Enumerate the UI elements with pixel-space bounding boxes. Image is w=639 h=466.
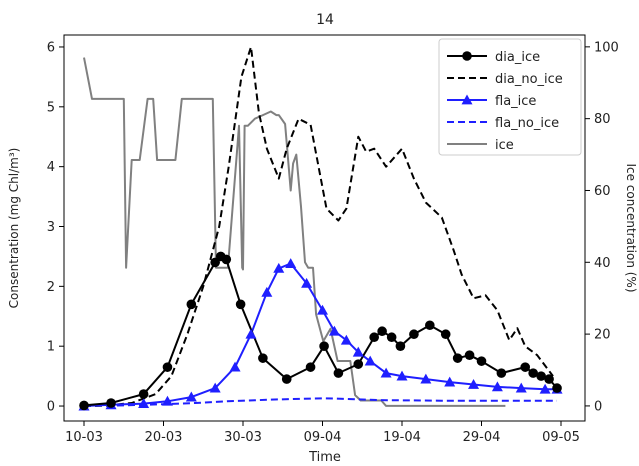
data-point-fla-ice: [285, 258, 297, 269]
x-tick-label: 09-04: [304, 430, 342, 445]
data-point-dia-ice: [409, 329, 419, 340]
data-point-fla-ice: [364, 355, 376, 366]
y-tick-label: 2: [47, 280, 55, 295]
data-point-fla-ice: [138, 398, 150, 409]
data-point-dia-ice: [425, 320, 435, 331]
x-tick-label: 29-04: [463, 430, 501, 445]
data-point-dia-ice: [528, 368, 538, 378]
legend-item-fla-ice-label: fla_ice: [495, 94, 536, 109]
data-point-fla-ice: [380, 367, 392, 378]
legend-item-fla-no-ice-label: fla_no_ice: [495, 116, 559, 131]
y2-tick-label: 0: [594, 399, 602, 414]
series-line-dia-no-ice: [83, 46, 554, 407]
x-axis-ticks: 10-03 20-03 30-03 09-04 19-04 29-04 09-05: [65, 421, 580, 445]
chart-title: 14: [316, 12, 334, 28]
legend-item-ice-label: ice: [495, 138, 514, 153]
data-point-fla-ice: [420, 373, 432, 384]
y-tick-label: 4: [47, 160, 55, 175]
y2-axis-ticks: 0 20 40 60 80 100: [585, 40, 619, 414]
legend-item-dia-ice-label: dia_ice: [495, 50, 540, 65]
data-point-dia-ice: [544, 374, 554, 384]
data-point-fla-ice: [317, 304, 328, 315]
x-tick-label: 09-05: [542, 430, 580, 445]
data-point-fla-ice: [491, 381, 503, 392]
data-point-dia-ice: [520, 362, 531, 372]
data-point-dia-ice: [476, 356, 487, 366]
data-point-dia-ice: [258, 353, 268, 363]
x-tick-label: 20-03: [145, 430, 183, 445]
series-markers: [78, 251, 563, 411]
data-point-dia-ice: [377, 326, 387, 337]
data-point-fla-ice: [328, 325, 340, 336]
data-point-dia-ice: [319, 341, 329, 351]
data-point-fla-ice: [539, 383, 551, 394]
legend-item-dia-no-ice-label: dia_no_ice: [495, 72, 563, 87]
data-point-fla-ice: [515, 382, 527, 393]
x-tick-label: 30-03: [224, 430, 262, 445]
data-point-fla-ice: [261, 286, 273, 297]
data-point-fla-ice: [301, 277, 313, 288]
data-point-dia-ice: [395, 341, 406, 351]
y-tick-label: 0: [47, 400, 55, 415]
legend-item-dia-ice-marker: [462, 51, 472, 61]
data-point-dia-ice: [536, 371, 546, 381]
data-point-dia-ice: [452, 353, 463, 363]
data-point-dia-ice: [235, 299, 246, 310]
data-point-fla-ice: [468, 378, 480, 389]
y2-tick-label: 60: [594, 184, 611, 199]
data-point-fla-ice: [185, 391, 197, 402]
data-point-dia-ice: [305, 362, 316, 372]
legend-item-fla-ice-marker: [461, 94, 473, 105]
y-axis-ticks: 0 1 2 3 4 5 6: [47, 40, 64, 415]
data-point-dia-ice: [281, 374, 292, 384]
data-point-dia-ice: [106, 398, 116, 408]
data-point-fla-ice: [340, 334, 352, 345]
y2-axis-label: Ice concentration (%): [624, 163, 638, 292]
y2-tick-label: 20: [594, 328, 611, 343]
data-point-dia-ice: [440, 329, 451, 340]
series-line-fla-no-ice: [83, 397, 557, 407]
data-point-fla-ice: [245, 328, 257, 339]
y2-tick-label: 40: [594, 256, 611, 271]
legend-box: [438, 38, 582, 156]
data-point-fla-ice: [229, 361, 241, 372]
y-tick-label: 5: [47, 100, 55, 115]
data-point-dia-ice: [221, 254, 232, 265]
series-line-fla-ice: [83, 262, 557, 407]
data-point-dia-ice: [79, 400, 89, 411]
y-tick-label: 1: [47, 340, 55, 355]
data-point-fla-ice: [273, 262, 285, 273]
data-point-fla-ice: [352, 346, 364, 357]
y2-tick-label: 100: [594, 40, 619, 55]
data-point-dia-ice: [552, 383, 562, 393]
data-point-dia-ice: [162, 362, 173, 372]
data-point-fla-ice: [161, 395, 173, 406]
data-point-fla-ice: [444, 376, 456, 387]
data-point-dia-ice: [369, 332, 379, 343]
data-point-dia-ice: [464, 350, 475, 360]
data-point-fla-ice: [209, 382, 221, 393]
data-point-dia-ice: [496, 368, 507, 378]
y-tick-label: 6: [47, 40, 55, 55]
x-tick-label: 19-04: [383, 430, 421, 445]
x-tick-label: 10-03: [65, 430, 103, 445]
y2-tick-label: 80: [594, 112, 611, 127]
data-point-dia-ice: [186, 299, 197, 310]
data-point-fla-ice: [396, 370, 408, 381]
y-axis-label: Consentration (mg Chl/m³): [7, 148, 21, 309]
series-line-ice: [83, 57, 506, 407]
data-point-dia-ice: [353, 359, 364, 369]
data-point-dia-ice: [386, 332, 397, 343]
y-tick-label: 3: [47, 220, 55, 235]
x-axis-label: Time: [308, 450, 341, 465]
data-point-dia-ice: [138, 389, 149, 399]
data-point-dia-ice: [333, 368, 344, 378]
